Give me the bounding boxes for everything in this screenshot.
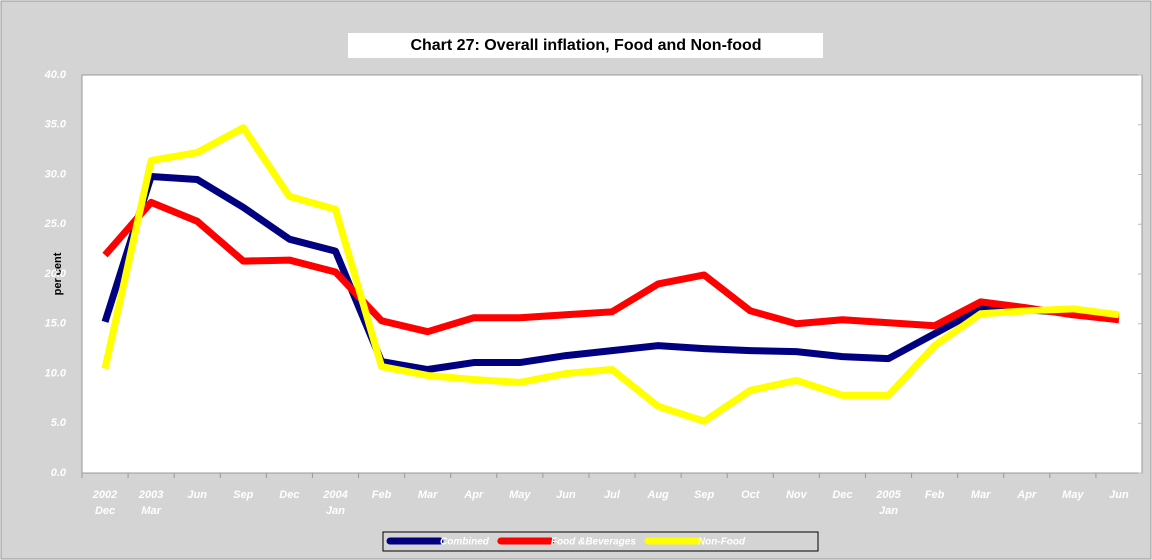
x-tick-label: Apr (1016, 489, 1037, 501)
line-series (102, 198, 1120, 336)
x-tick-label: Oct (741, 489, 761, 501)
x-tick-label: 2005 Jan (875, 489, 901, 517)
x-tick-label: Apr (463, 489, 484, 501)
x-tick-label: Mar (418, 489, 438, 501)
title-box (348, 33, 823, 58)
line-series (101, 124, 1120, 425)
x-tick-label: 2002 Dec (92, 489, 117, 517)
line-series (101, 172, 1120, 374)
x-tick-label: Jun (556, 489, 576, 501)
x-tick-label: Sep (233, 489, 253, 501)
x-tick-label: 2003 Mar (138, 489, 163, 517)
y-tick-label: 0.0 (51, 467, 67, 479)
x-tick-label: Feb (372, 489, 392, 501)
x-tick-label: Mar (971, 489, 991, 501)
plot-area (81, 74, 1143, 474)
y-tick-label: 15.0 (45, 318, 67, 330)
y-tick-label: 30.0 (45, 168, 67, 180)
y-tick-label: 20.0 (44, 268, 67, 280)
x-tick-label: Feb (925, 489, 945, 501)
legend-box (382, 531, 819, 552)
legend-label: Combined (440, 537, 490, 548)
x-tick-label: 2004 Jan (322, 489, 347, 517)
x-tick-label: Dec (832, 489, 852, 501)
x-tick-label: May (1062, 489, 1084, 501)
y-axis-label: per cent (52, 252, 64, 295)
y-tick-label: 40.0 (44, 69, 67, 81)
x-tick-label: Jul (604, 489, 621, 501)
x-tick-label: Sep (694, 489, 714, 501)
y-tick-label: 10.0 (45, 367, 67, 379)
x-tick-label: Nov (786, 489, 808, 501)
y-tick-label: 5.0 (51, 417, 67, 429)
x-tick-label: Jun (1109, 489, 1129, 501)
chart-title: Chart 27: Overall inflation, Food and No… (410, 37, 761, 54)
x-tick-label: Jun (187, 489, 207, 501)
y-tick-label: 35.0 (45, 119, 67, 131)
x-tick-label: Aug (646, 489, 669, 501)
x-tick-label: May (509, 489, 531, 501)
y-tick-label: 25.0 (44, 218, 67, 230)
legend-label: Food &Beverages (551, 537, 636, 548)
x-tick-label: Dec (279, 489, 299, 501)
legend-label: Non-Food (698, 537, 746, 548)
